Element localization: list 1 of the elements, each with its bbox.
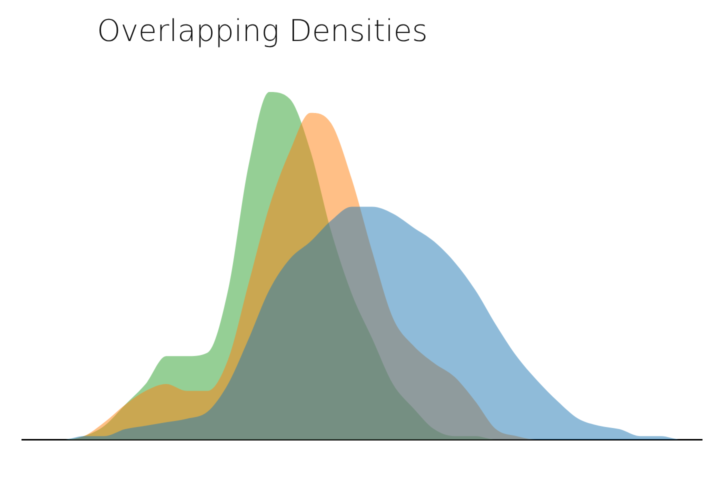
chart-title: Overlapping Densities (97, 14, 428, 49)
